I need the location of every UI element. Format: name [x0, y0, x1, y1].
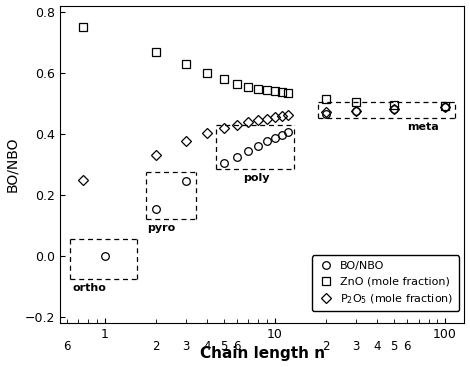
BO/NBO	[285, 130, 291, 134]
P$_2$O$_5$ (mole fraction)	[153, 153, 158, 157]
Text: pyro: pyro	[147, 223, 175, 233]
P$_2$O$_5$ (mole fraction)	[279, 114, 285, 118]
P$_2$O$_5$ (mole fraction)	[80, 178, 86, 182]
ZnO (mole fraction)	[246, 84, 251, 89]
ZnO (mole fraction)	[272, 89, 278, 93]
X-axis label: Chain length n: Chain length n	[200, 346, 325, 361]
P$_2$O$_5$ (mole fraction)	[221, 126, 227, 131]
Text: 6: 6	[404, 340, 411, 353]
BO/NBO	[234, 155, 240, 159]
Text: 3: 3	[182, 340, 189, 353]
ZnO (mole fraction)	[279, 90, 285, 94]
P$_2$O$_5$ (mole fraction)	[264, 116, 270, 121]
BO/NBO	[323, 112, 329, 116]
ZnO (mole fraction)	[256, 87, 261, 91]
BO/NBO	[102, 254, 107, 258]
P$_2$O$_5$ (mole fraction)	[256, 118, 261, 122]
Text: 3: 3	[352, 340, 360, 353]
P$_2$O$_5$ (mole fraction)	[323, 110, 329, 115]
ZnO (mole fraction)	[323, 97, 329, 101]
P$_2$O$_5$ (mole fraction)	[183, 139, 188, 143]
Text: 5: 5	[390, 340, 398, 353]
BO/NBO	[183, 179, 188, 183]
Legend: BO/NBO, ZnO (mole fraction), P$_2$O$_5$ (mole fraction): BO/NBO, ZnO (mole fraction), P$_2$O$_5$ …	[312, 255, 459, 311]
ZnO (mole fraction)	[234, 82, 240, 86]
P$_2$O$_5$ (mole fraction)	[353, 108, 359, 113]
Text: meta: meta	[407, 121, 439, 131]
ZnO (mole fraction)	[204, 70, 210, 75]
ZnO (mole fraction)	[391, 103, 397, 107]
P$_2$O$_5$ (mole fraction)	[391, 107, 397, 111]
ZnO (mole fraction)	[153, 50, 158, 54]
ZnO (mole fraction)	[221, 77, 227, 81]
Text: 6: 6	[233, 340, 241, 353]
Text: 2: 2	[322, 340, 330, 353]
Line: P$_2$O$_5$ (mole fraction): P$_2$O$_5$ (mole fraction)	[79, 103, 449, 184]
Text: 2: 2	[152, 340, 159, 353]
Y-axis label: BO/NBO: BO/NBO	[6, 137, 20, 192]
P$_2$O$_5$ (mole fraction)	[285, 113, 291, 117]
Line: ZnO (mole fraction): ZnO (mole fraction)	[79, 23, 449, 109]
P$_2$O$_5$ (mole fraction)	[272, 115, 278, 119]
Text: poly: poly	[243, 172, 269, 182]
P$_2$O$_5$ (mole fraction)	[234, 123, 240, 127]
Text: 4: 4	[374, 340, 381, 353]
BO/NBO	[153, 206, 158, 211]
Text: 4: 4	[204, 340, 211, 353]
BO/NBO	[442, 105, 448, 109]
BO/NBO	[264, 139, 270, 143]
ZnO (mole fraction)	[442, 103, 448, 108]
Line: BO/NBO: BO/NBO	[101, 103, 449, 260]
BO/NBO	[256, 144, 261, 148]
BO/NBO	[391, 107, 397, 112]
ZnO (mole fraction)	[285, 90, 291, 95]
Text: ortho: ortho	[73, 283, 107, 293]
BO/NBO	[353, 109, 359, 114]
P$_2$O$_5$ (mole fraction)	[246, 120, 251, 124]
Text: 5: 5	[220, 340, 227, 353]
BO/NBO	[221, 161, 227, 165]
ZnO (mole fraction)	[183, 62, 188, 66]
BO/NBO	[279, 133, 285, 138]
BO/NBO	[246, 148, 251, 153]
ZnO (mole fraction)	[353, 100, 359, 104]
BO/NBO	[272, 136, 278, 141]
Text: 6: 6	[63, 340, 70, 353]
P$_2$O$_5$ (mole fraction)	[442, 105, 448, 109]
P$_2$O$_5$ (mole fraction)	[204, 131, 210, 135]
ZnO (mole fraction)	[264, 88, 270, 92]
ZnO (mole fraction)	[80, 25, 86, 29]
